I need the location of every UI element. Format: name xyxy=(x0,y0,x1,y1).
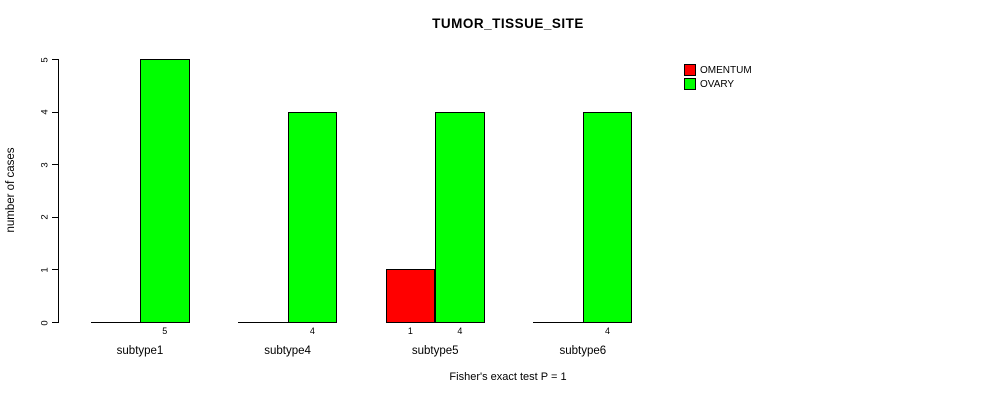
y-tick-mark xyxy=(51,111,58,113)
legend-label-ovary: OVARY xyxy=(700,78,735,90)
y-tick-label: 4 xyxy=(39,109,51,115)
y-tick-mark xyxy=(51,322,58,323)
bar-omentum-subtype5 xyxy=(385,269,436,323)
y-tick-mark xyxy=(51,164,58,166)
y-tick-label: 3 xyxy=(39,162,51,168)
y-tick-label: 2 xyxy=(39,214,51,220)
bar-ovary-subtype5 xyxy=(435,111,485,323)
legend-label-omentum: OMENTUM xyxy=(700,64,752,76)
category-label-subtype1: subtype1 xyxy=(116,344,164,357)
legend-item-ovary: OVARY xyxy=(684,77,752,91)
y-tick-label: 1 xyxy=(39,267,51,273)
bar-count-label-ovary-subtype1: 5 xyxy=(162,325,168,336)
y-tick-mark xyxy=(51,59,58,60)
category-label-subtype4: subtype4 xyxy=(264,344,311,357)
bar-ovary-subtype6 xyxy=(582,111,633,323)
legend-swatch-ovary xyxy=(684,78,696,90)
chart-title: TUMOR_TISSUE_SITE xyxy=(432,16,584,31)
bar-count-label-ovary-subtype5: 4 xyxy=(457,325,463,336)
y-tick-label: 5 xyxy=(39,56,51,63)
bar-ovary-subtype1 xyxy=(140,59,190,323)
bar-count-label-ovary-subtype6: 4 xyxy=(605,325,611,336)
category-label-subtype6: subtype6 xyxy=(559,344,607,357)
bar-count-label-omentum-subtype5: 1 xyxy=(407,325,413,336)
y-axis-line xyxy=(57,59,59,323)
legend-swatch-omentum xyxy=(684,64,696,76)
bar-ovary-subtype4 xyxy=(287,111,338,323)
category-label-subtype5: subtype5 xyxy=(411,344,459,357)
footer-stat-note: Fisher's exact test P = 1 xyxy=(449,371,567,383)
y-tick-mark xyxy=(51,216,58,218)
legend-item-omentum: OMENTUM xyxy=(684,63,752,77)
bar-count-label-ovary-subtype4: 4 xyxy=(309,325,315,336)
y-tick-label: 0 xyxy=(39,319,51,326)
legend: OMENTUM OVARY xyxy=(684,63,752,91)
y-axis-title: number of cases xyxy=(5,147,17,233)
y-tick-mark xyxy=(51,269,58,271)
